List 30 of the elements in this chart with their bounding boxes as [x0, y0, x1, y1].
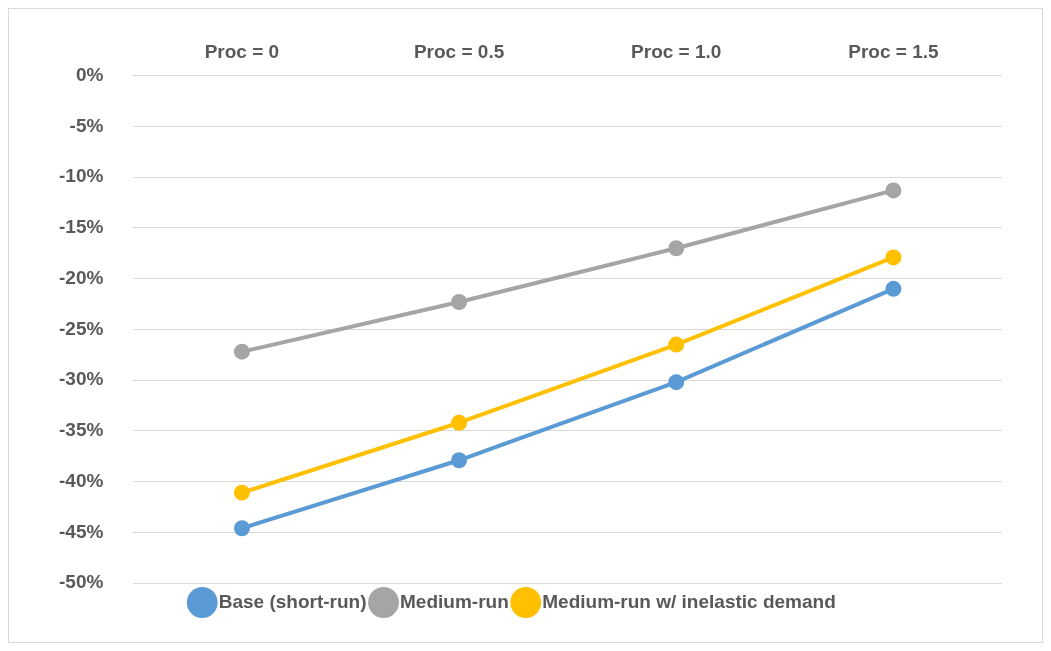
y-tick-label: -50% — [59, 571, 104, 593]
x-tick-label: Proc = 0 — [204, 40, 280, 62]
point — [233, 520, 250, 537]
point — [451, 294, 468, 311]
legend-label: Medium-run w/ inelastic demand — [542, 590, 836, 612]
y-tick-label: -45% — [59, 520, 104, 542]
x-tick-label: Proc = 1.0 — [631, 40, 722, 62]
point — [451, 414, 468, 431]
y-tick-label: -10% — [59, 165, 104, 187]
y-tick-label: -25% — [59, 317, 104, 339]
y-tick-label: -15% — [59, 216, 104, 238]
point — [885, 280, 902, 297]
point — [233, 343, 250, 360]
y-tick-label: -20% — [59, 266, 104, 288]
y-tick-label: -40% — [59, 469, 104, 491]
point — [451, 452, 468, 469]
point — [668, 374, 685, 391]
y-tick-label: -35% — [59, 419, 104, 441]
point — [668, 336, 685, 353]
point — [233, 484, 250, 501]
x-tick-label: Proc = 0.5 — [413, 40, 505, 62]
y-tick-label: -30% — [59, 368, 104, 390]
y-tick-label: -5% — [69, 114, 104, 136]
point — [885, 249, 902, 266]
x-tick-label: Proc = 1.5 — [848, 40, 939, 62]
point — [885, 182, 902, 199]
legend-label: Base (short-run) — [218, 590, 367, 612]
point — [668, 240, 685, 257]
legend-label: Medium-run — [400, 590, 509, 612]
y-tick-label: 0% — [75, 64, 104, 86]
